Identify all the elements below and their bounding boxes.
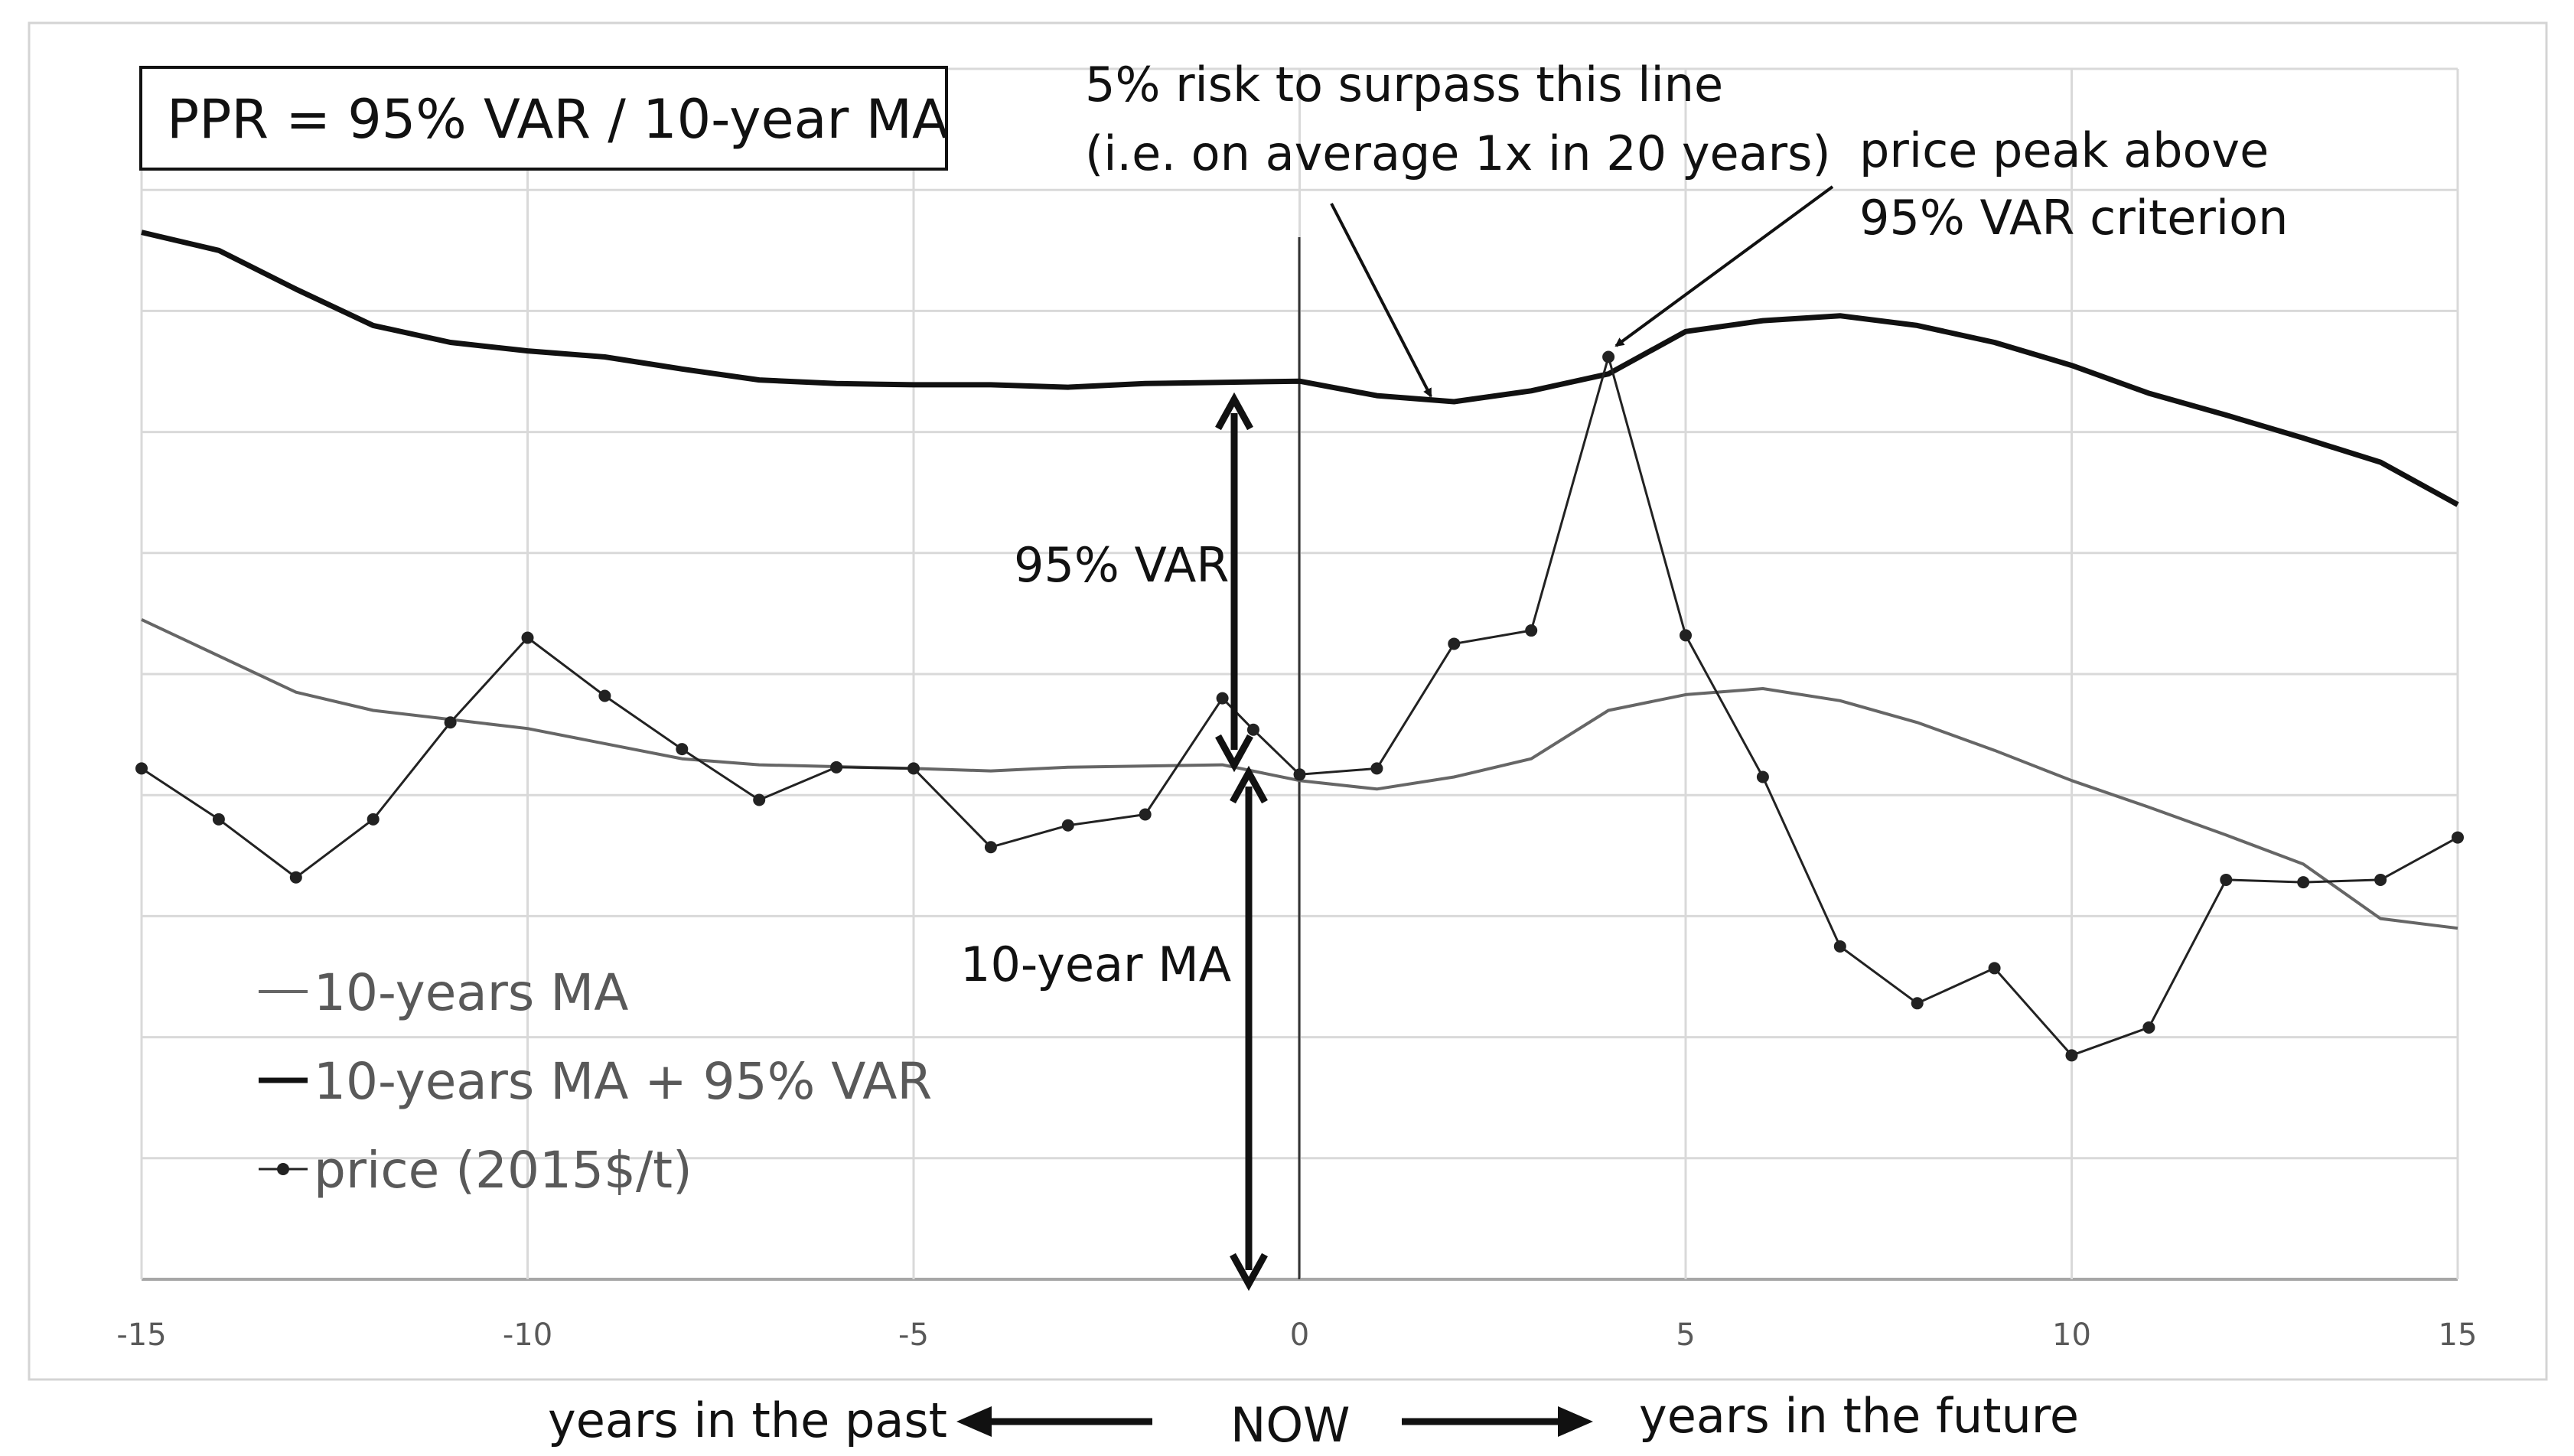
price-point bbox=[2220, 873, 2233, 886]
title-box bbox=[139, 66, 948, 171]
price-point bbox=[1911, 997, 1924, 1010]
chart-frame bbox=[28, 21, 2548, 1381]
var-double-arrow bbox=[1215, 392, 1253, 773]
price-point bbox=[1525, 624, 1538, 637]
price-point bbox=[2374, 873, 2387, 886]
risk-annotation-line-2: (i.e. on average 1x in 20 years) bbox=[1085, 125, 1831, 181]
price-point bbox=[1680, 629, 1692, 642]
legend-label-var: 10-years MA + 95% VAR bbox=[314, 1052, 932, 1111]
legend-label-price: price (2015$/t) bbox=[314, 1141, 692, 1200]
future-arrow bbox=[1402, 1406, 1593, 1437]
legend: 10-years MA 10-years MA + 95% VAR price … bbox=[259, 963, 932, 1200]
price-point bbox=[1448, 637, 1461, 650]
peak-annotation-line-1: price peak above bbox=[1859, 122, 2269, 178]
price-point bbox=[676, 743, 689, 756]
price-point bbox=[1602, 350, 1615, 363]
series-line-2 bbox=[141, 356, 2458, 1057]
price-point bbox=[1216, 692, 1229, 705]
series-line-0 bbox=[141, 617, 2458, 930]
price-point bbox=[2297, 876, 2310, 889]
bottom-past-label: years in the past bbox=[548, 1392, 947, 1448]
price-point bbox=[1061, 819, 1074, 832]
price-point bbox=[2065, 1049, 2078, 1062]
x-tick-label: 10 bbox=[2052, 1318, 2091, 1353]
price-point bbox=[135, 762, 148, 775]
bottom-now-label: NOW bbox=[1230, 1397, 1350, 1453]
price-point bbox=[907, 762, 920, 775]
price-point bbox=[2452, 831, 2464, 844]
price-point bbox=[212, 813, 225, 826]
price-point bbox=[289, 871, 302, 884]
price-point bbox=[367, 813, 380, 826]
series-line-1 bbox=[141, 230, 2459, 507]
ma-label: 10-year MA bbox=[960, 936, 1231, 992]
chart-title: PPR = 95% VAR / 10-year MA bbox=[167, 88, 949, 151]
gridlines bbox=[140, 67, 2459, 1281]
price-point bbox=[1139, 808, 1152, 821]
legend-marker-price bbox=[277, 1163, 289, 1175]
price-point bbox=[1833, 940, 1846, 953]
peak-annotation-arrow bbox=[1614, 185, 1834, 347]
x-tick-labels: -15 -10 -5 0 5 10 15 bbox=[116, 1318, 2477, 1353]
legend-label-ma: 10-years MA bbox=[314, 963, 628, 1022]
price-point bbox=[598, 689, 611, 702]
price-point bbox=[521, 631, 534, 644]
peak-annotation-line-2: 95% VAR criterion bbox=[1859, 190, 2288, 246]
price-point bbox=[1370, 762, 1383, 775]
price-point bbox=[1246, 723, 1259, 736]
bottom-future-label: years in the future bbox=[1639, 1388, 2079, 1444]
price-point bbox=[984, 841, 997, 854]
risk-annotation-line-1: 5% risk to surpass this line bbox=[1085, 57, 1723, 112]
price-point bbox=[753, 793, 766, 806]
ma-double-arrow bbox=[1230, 765, 1268, 1292]
past-arrow bbox=[956, 1406, 1152, 1437]
price-point bbox=[1756, 770, 1769, 783]
var-label: 95% VAR bbox=[1014, 537, 1229, 593]
price-point bbox=[1988, 962, 2001, 975]
price-point bbox=[1293, 768, 1306, 781]
x-tick-label: -5 bbox=[898, 1318, 929, 1353]
risk-annotation-arrow bbox=[1330, 203, 1432, 398]
price-point bbox=[444, 716, 457, 729]
x-tick-label: -10 bbox=[503, 1318, 552, 1353]
price-point bbox=[2142, 1021, 2155, 1034]
x-tick-label: 15 bbox=[2439, 1318, 2478, 1353]
x-tick-label: 5 bbox=[1676, 1318, 1695, 1353]
x-tick-label: 0 bbox=[1290, 1318, 1309, 1353]
x-tick-label: -15 bbox=[116, 1318, 166, 1353]
series-layer bbox=[135, 230, 2464, 1062]
price-point bbox=[830, 761, 843, 774]
